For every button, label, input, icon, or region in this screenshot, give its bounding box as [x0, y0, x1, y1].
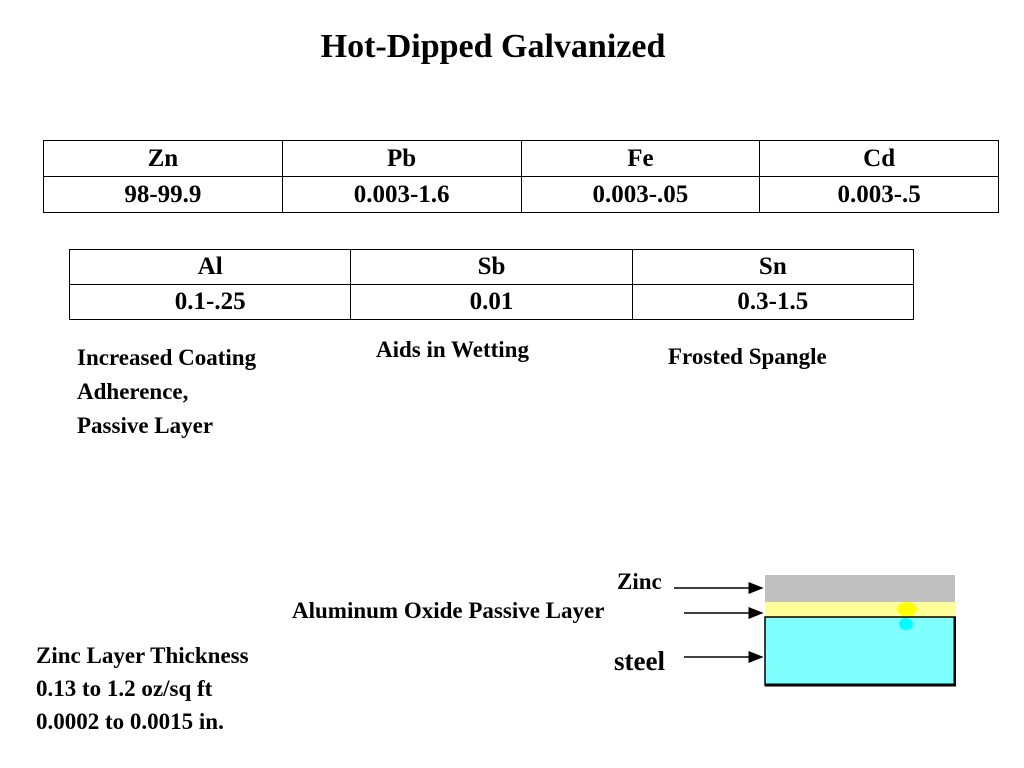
note-antimony: Aids in Wetting — [376, 337, 529, 362]
header-zn: Zn — [43, 140, 283, 177]
label-aluminum-oxide: Aluminum Oxide Passive Layer — [292, 598, 605, 623]
value-pb: 0.003-1.6 — [281, 176, 522, 213]
header-cd: Cd — [759, 140, 999, 177]
thickness-heading: Zinc Layer Thickness — [36, 643, 249, 668]
note-aluminum: Increased Coating Adherence, Passive Lay… — [77, 341, 337, 443]
label-steel: steel — [614, 646, 665, 676]
table-header-row: Al Sb Sn — [68, 249, 915, 285]
note-tin: Frosted Spangle — [668, 344, 827, 369]
dot-yellow — [897, 602, 917, 616]
value-fe: 0.003-.05 — [520, 176, 761, 213]
dot-cyan — [899, 618, 913, 630]
zinc-layer — [765, 575, 955, 602]
note-line: Passive Layer — [77, 413, 214, 438]
composition-table-additives: Al Sb Sn 0.1-.25 0.01 0.3-1.5 — [68, 249, 915, 320]
page-title: Hot-Dipped Galvanized — [320, 28, 666, 65]
value-cd: 0.003-.5 — [759, 176, 999, 213]
header-sn: Sn — [631, 249, 915, 285]
note-line: Increased Coating — [77, 345, 257, 370]
composition-table-primary: Zn Pb Fe Cd 98-99.9 0.003-1.6 0.003-.05 … — [43, 140, 999, 213]
header-fe: Fe — [520, 140, 761, 177]
table-row: 98-99.9 0.003-1.6 0.003-.05 0.003-.5 — [43, 176, 999, 213]
value-zn: 98-99.9 — [43, 176, 283, 213]
value-sn: 0.3-1.5 — [631, 284, 915, 320]
coating-cross-section — [764, 575, 956, 687]
label-zinc: Zinc — [617, 569, 662, 594]
thickness-info: Zinc Layer Thickness 0.13 to 1.2 oz/sq f… — [36, 639, 249, 738]
value-al: 0.1-.25 — [68, 284, 352, 320]
header-sb: Sb — [350, 249, 633, 285]
thickness-inches: 0.0002 to 0.0015 in. — [36, 709, 224, 734]
thickness-oz: 0.13 to 1.2 oz/sq ft — [36, 676, 213, 701]
note-line: Adherence, — [77, 379, 189, 404]
oxide-layer — [765, 602, 955, 617]
header-al: Al — [68, 249, 352, 285]
table-row: 0.1-.25 0.01 0.3-1.5 — [68, 284, 915, 320]
steel-layer — [764, 616, 956, 686]
value-sb: 0.01 — [350, 284, 633, 320]
